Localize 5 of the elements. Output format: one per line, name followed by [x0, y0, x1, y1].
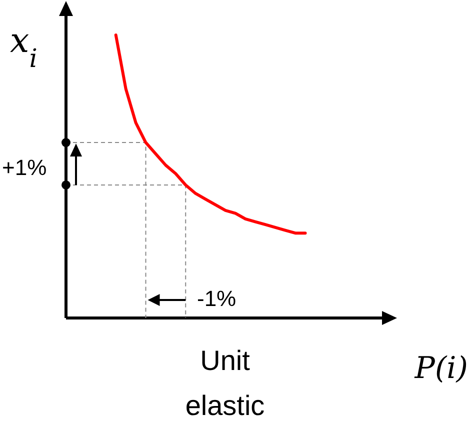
text: +1% — [2, 155, 47, 180]
text: Unit elastic — [185, 345, 265, 421]
x-axis-title: P(i) — [414, 351, 468, 386]
y-axis-title: x$_{i}$ — [10, 21, 38, 74]
annotation: -1% — [197, 286, 236, 311]
